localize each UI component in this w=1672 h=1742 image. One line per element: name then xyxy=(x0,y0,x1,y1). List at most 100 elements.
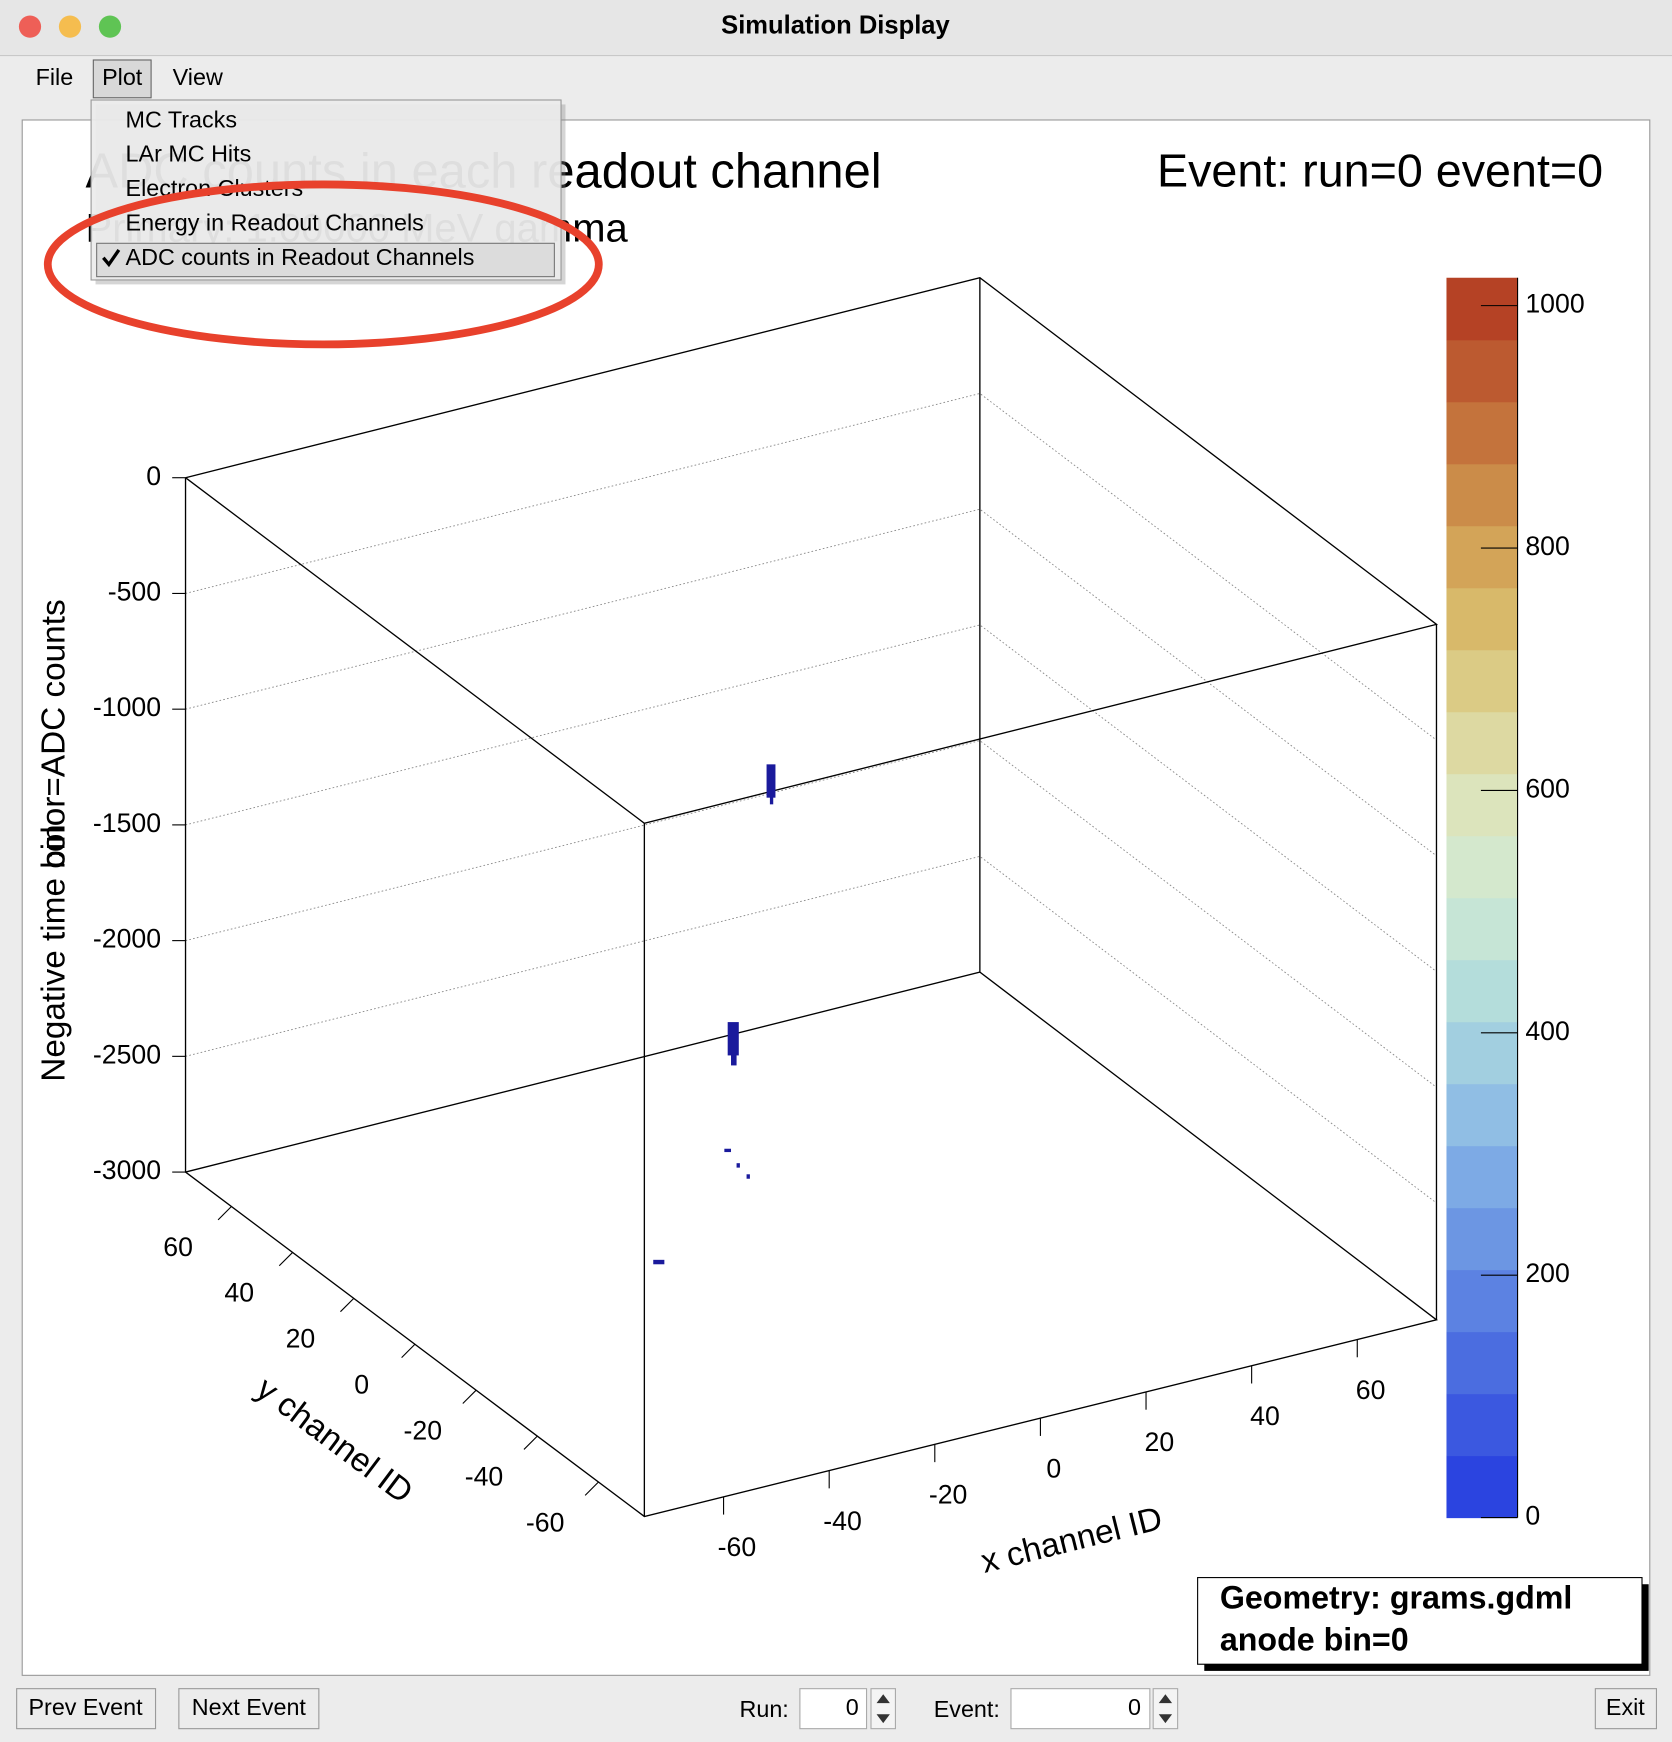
close-button[interactable] xyxy=(18,15,42,38)
y-tick xyxy=(340,1297,355,1313)
colorbar-band xyxy=(1446,835,1518,899)
hit xyxy=(653,1259,665,1265)
y-tick xyxy=(523,1435,538,1450)
colorbar-tick-label: 200 xyxy=(1525,1258,1569,1288)
prev-button-label[interactable]: Prev Event xyxy=(28,1694,143,1720)
colorbar-band xyxy=(1446,1145,1518,1209)
menu-item[interactable]: File xyxy=(36,64,74,90)
colorbar-band xyxy=(1446,1393,1518,1457)
next-button[interactable] xyxy=(178,1688,320,1730)
colorbar-band xyxy=(1446,1021,1518,1085)
z-tick-label: 0 xyxy=(146,461,161,491)
colorbar-band xyxy=(1446,1207,1518,1271)
colorbar-band xyxy=(1446,1269,1518,1333)
colorbar-band xyxy=(1446,897,1518,961)
hit-cluster xyxy=(731,1053,737,1066)
colorbar-band xyxy=(1446,649,1518,713)
y-tick xyxy=(217,1206,232,1221)
minimize-button[interactable] xyxy=(58,15,82,38)
colorbar: 0 200 400 600 800 1000 xyxy=(1446,277,1585,1531)
event-input-label: Event: xyxy=(934,1696,1000,1722)
grid-line xyxy=(185,624,1437,972)
exit-button[interactable] xyxy=(1594,1688,1658,1730)
event-value[interactable]: 0 xyxy=(1128,1694,1141,1720)
colorbar-tick-label: 400 xyxy=(1525,1016,1569,1046)
hit-cluster xyxy=(766,764,776,798)
x-tick-label: 60 xyxy=(1356,1375,1386,1405)
hit xyxy=(746,1174,750,1179)
menu-item[interactable]: Plot xyxy=(102,64,143,90)
menu-bar: File Plot View xyxy=(36,59,223,99)
z-tick-label: -500 xyxy=(108,576,161,606)
y-tick xyxy=(462,1389,477,1404)
info-line: Geometry: grams.gdml xyxy=(1220,1579,1573,1615)
hits xyxy=(653,764,776,1265)
menu-option[interactable]: Energy in Readout Channels xyxy=(126,210,424,236)
z-tick-label: -1000 xyxy=(93,692,161,722)
colorbar-band xyxy=(1446,339,1518,403)
menu-item-selected xyxy=(96,242,555,278)
window-title: Simulation Display xyxy=(721,11,950,39)
colorbar-band xyxy=(1446,587,1518,651)
hit xyxy=(736,1163,740,1168)
highlight-ellipse xyxy=(43,180,603,349)
colorbar-band xyxy=(1446,1083,1518,1147)
colorbar-tick-label: 600 xyxy=(1525,773,1569,803)
y-tick-label: -40 xyxy=(465,1461,504,1491)
colorbar-band xyxy=(1446,401,1518,465)
y-tick xyxy=(401,1343,416,1358)
x-tick-label: 20 xyxy=(1145,1427,1175,1457)
spinner-arrows xyxy=(876,1694,890,1724)
info-box xyxy=(1197,1577,1643,1665)
colorbar-band xyxy=(1446,277,1518,341)
colorbar-band xyxy=(1446,463,1518,527)
menu-option[interactable]: ADC counts in Readout Channels xyxy=(126,244,475,270)
menu-item[interactable]: View xyxy=(173,64,223,90)
colorbar-tick-label: 1000 xyxy=(1525,289,1584,319)
colorbar-band xyxy=(1446,773,1518,837)
grid-line xyxy=(185,508,1437,857)
colorbar-band xyxy=(1446,1455,1518,1519)
info-line: anode bin=0 xyxy=(1220,1622,1409,1658)
event-input[interactable] xyxy=(1010,1688,1151,1730)
prev-button[interactable] xyxy=(16,1688,157,1730)
grid-line xyxy=(185,740,1437,1088)
menu-option[interactable]: LAr MC Hits xyxy=(126,141,252,167)
run-label: Run: xyxy=(740,1696,789,1722)
menu-active xyxy=(92,59,152,99)
y-tick-label: -60 xyxy=(526,1507,565,1537)
next-button-label[interactable]: Next Event xyxy=(192,1694,307,1720)
y-tick-label: 60 xyxy=(163,1232,193,1262)
control-bar: Prev Event Next Event Run: 0 Event: 0 Ex… xyxy=(16,1688,1658,1730)
colorbar-band xyxy=(1446,711,1518,775)
colorbar-band xyxy=(1446,959,1518,1023)
x-tick-label: -40 xyxy=(823,1506,862,1536)
checkmark xyxy=(102,249,121,268)
exit-button-label[interactable]: Exit xyxy=(1606,1694,1645,1720)
colorbar-tick-label: 0 xyxy=(1525,1501,1540,1531)
y-tick-label: 20 xyxy=(286,1324,316,1354)
colorbar-band xyxy=(1446,1331,1518,1395)
z-tick-label: -2500 xyxy=(93,1039,161,1069)
canvas xyxy=(21,119,1651,1676)
run-input[interactable] xyxy=(799,1688,868,1730)
hit-cluster xyxy=(769,794,774,805)
zoom-button[interactable] xyxy=(98,15,122,38)
run-value[interactable]: 0 xyxy=(846,1694,859,1720)
x-tick-label: -20 xyxy=(929,1480,968,1510)
grid-line xyxy=(185,392,1437,741)
grid-line xyxy=(185,855,1437,1204)
title-bar xyxy=(0,0,1672,56)
spinner-arrows xyxy=(1158,1694,1173,1724)
y-tick-label: -20 xyxy=(404,1415,443,1445)
x-tick-label: 0 xyxy=(1046,1453,1061,1483)
y-tick-label: 40 xyxy=(224,1278,254,1308)
y-tick xyxy=(278,1252,293,1267)
hit-cluster xyxy=(727,1022,739,1056)
z-axis-label: Negative time bin xyxy=(35,824,72,1081)
menu-option[interactable]: MC Tracks xyxy=(126,106,237,132)
colorbar-band xyxy=(1446,525,1518,589)
colorbar-tick-label: 800 xyxy=(1525,531,1569,561)
